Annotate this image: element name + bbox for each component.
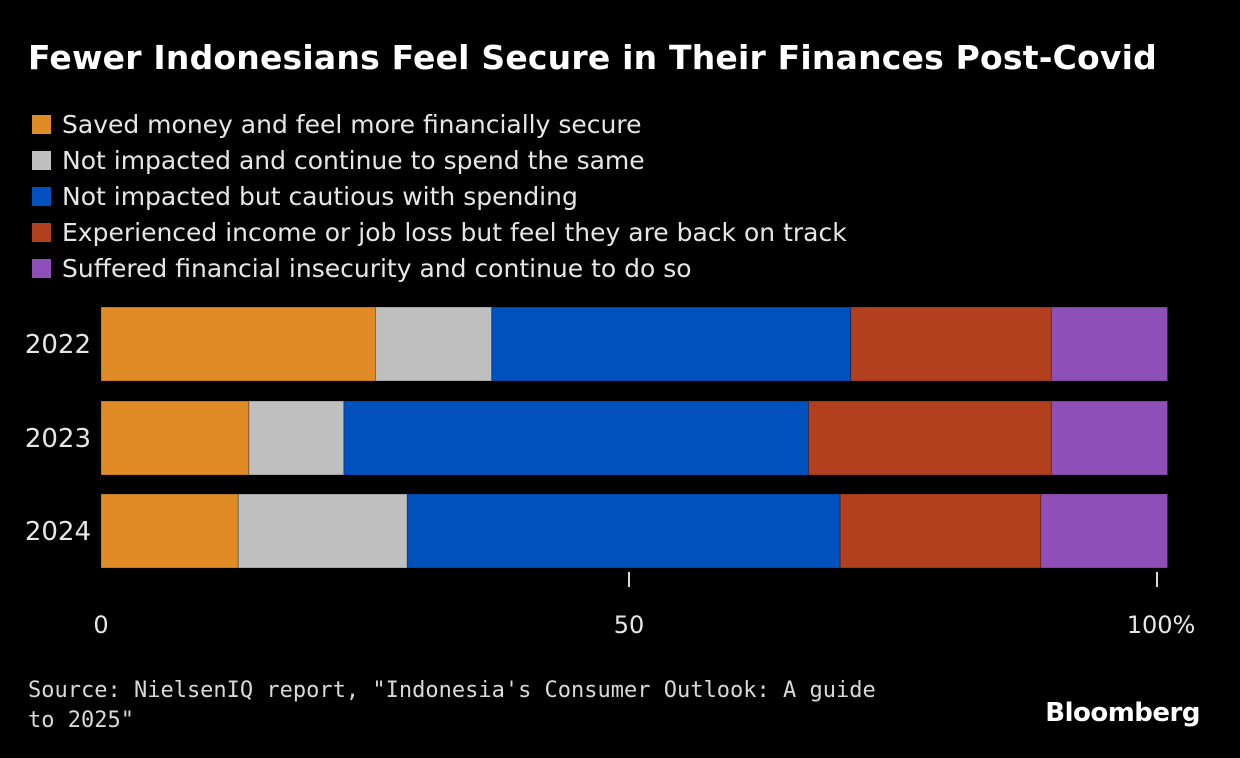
legend-label-insecure: Suffered financial insecurity and contin…	[62, 253, 692, 283]
legend-label-saved: Saved money and feel more financially se…	[62, 109, 642, 139]
legend-label-cautious: Not impacted but cautious with spending	[62, 181, 578, 211]
x-tick-label-100: 100%	[1127, 611, 1196, 639]
x-tick-label-50: 50	[614, 611, 645, 639]
chart-title: Fewer Indonesians Feel Secure in Their F…	[28, 38, 1157, 77]
legend-item-not-impacted-same: Not impacted and continue to spend the s…	[32, 142, 847, 178]
category-label-2024: 2024	[25, 517, 91, 547]
category-label-2022: 2022	[25, 330, 91, 360]
legend-item-back-on-track: Experienced income or job loss but feel …	[32, 214, 847, 250]
bar-segment-2024-series-2	[406, 493, 841, 569]
x-tick-label-0: 0	[93, 611, 108, 639]
legend-swatch-cautious	[32, 186, 51, 206]
bar-segment-2024-series-3	[839, 493, 1042, 569]
bar-segment-2024-series-1	[237, 493, 408, 569]
legend-item-insecure: Suffered financial insecurity and contin…	[32, 250, 847, 286]
legend-swatch-saved	[32, 114, 51, 134]
chart-legend: Saved money and feel more financially se…	[32, 106, 847, 286]
bar-segment-2023-series-1	[248, 400, 345, 476]
legend-swatch-insecure	[32, 258, 51, 278]
legend-label-not-impacted-same: Not impacted and continue to spend the s…	[62, 145, 645, 175]
bar-segment-2023-series-4	[1050, 400, 1169, 476]
category-label-2023: 2023	[25, 424, 91, 454]
source-note: Source: NielsenIQ report, "Indonesia's C…	[28, 678, 876, 733]
legend-label-back-on-track: Experienced income or job loss but feel …	[62, 217, 847, 247]
bar-segment-2024-series-4	[1040, 493, 1169, 569]
bloomberg-logo: Bloomberg	[1045, 698, 1200, 728]
bar-segment-2023-series-0	[100, 400, 250, 476]
stacked-bar-chart: 2022 2023 2024 0 50 100%	[25, 306, 1196, 639]
legend-swatch-back-on-track	[32, 222, 51, 242]
bar-segment-2022-series-0	[100, 306, 377, 382]
bar-segment-2022-series-1	[375, 306, 493, 382]
legend-item-saved: Saved money and feel more financially se…	[32, 106, 847, 142]
bar-segment-2022-series-3	[850, 306, 1052, 382]
bar-segment-2022-series-2	[491, 306, 852, 382]
bar-segment-2023-series-2	[343, 400, 810, 476]
bar-segment-2024-series-0	[100, 493, 239, 569]
bar-segment-2022-series-4	[1050, 306, 1169, 382]
legend-swatch-not-impacted-same	[32, 150, 51, 170]
bar-segment-2023-series-3	[808, 400, 1052, 476]
legend-item-cautious: Not impacted but cautious with spending	[32, 178, 847, 214]
